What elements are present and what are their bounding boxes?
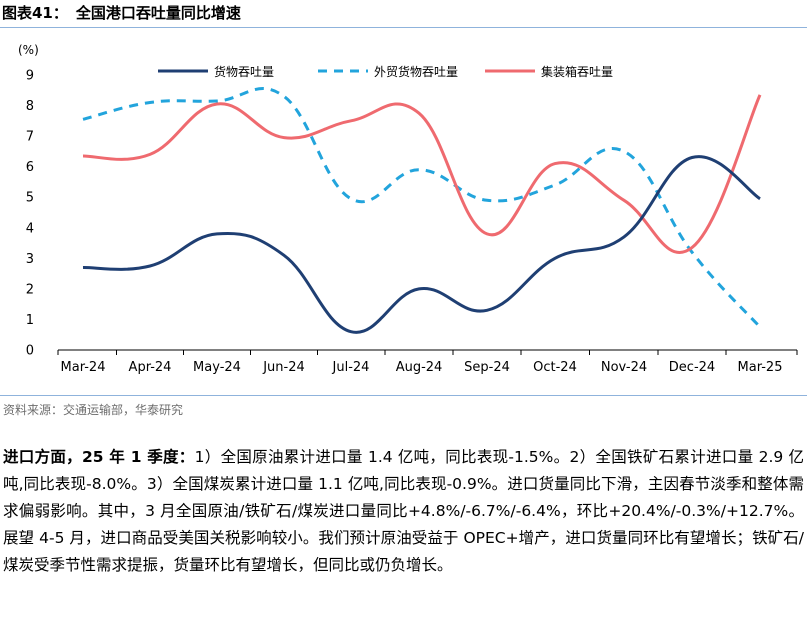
x-tick-label: Jul-24 [332,360,370,375]
figure-title: 图表41： 全国港口吞吐量同比增速 [2,2,802,28]
x-tick-label: Sep-24 [464,360,510,375]
source-note: 资料来源：交通运输部，华泰研究 [3,403,184,417]
x-tick-label: Jun-24 [262,360,305,375]
x-tick-label: Mar-24 [61,360,106,375]
x-tick-label: Nov-24 [601,360,647,375]
body-lead: 进口方面，25 年 1 季度： [3,448,195,466]
x-axis: Mar-24 Apr-24 May-24 Jun-24 Jul-24 Aug-24 Sep-… [57,350,798,375]
x-tick-label: Mar-25 [738,360,783,375]
y-tick-label: 9 [26,69,34,84]
y-tick-label: 4 [26,221,34,236]
title-divider [0,27,807,28]
x-tick-label: May-24 [193,360,241,375]
series-group [82,87,762,334]
x-tick-label: Aug-24 [396,360,443,375]
body-text: 1）全国原油累计进口量 1.4 亿吨，同比表现-1.5%。2）全国铁矿石累计进口… [3,448,804,574]
y-tick-label: 8 [26,99,34,114]
y-tick-label: 7 [26,130,34,145]
y-tick-label: 0 [26,344,34,359]
y-tick-label: 5 [26,191,34,206]
legend-label: 外贸货物吞吐量 [374,64,458,79]
y-tick-label: 2 [26,282,34,297]
y-tick-label: 6 [26,160,34,175]
x-tick-label: Oct-24 [533,360,577,375]
body-paragraph: 进口方面，25 年 1 季度：1）全国原油累计进口量 1.4 亿吨，同比表现-1… [3,444,804,579]
source-divider [0,395,807,396]
series-line-2 [82,87,762,329]
x-tick-label: Apr-24 [129,360,172,375]
legend-label: 货物吞吐量 [214,64,274,79]
figure-label: 图表41： [2,4,68,22]
line-chart: (%) 0 1 2 3 4 5 6 7 8 9 Mar-24 Apr-24 May-24 Jun-24 J… [18,43,798,375]
y-axis-unit: (%) [18,43,39,57]
legend: 货物吞吐量 外贸货物吞吐量 集装箱吞吐量 [158,64,613,79]
x-tick-label: Dec-24 [669,360,715,375]
series-line-1 [82,155,761,334]
series-line-3 [82,94,762,255]
y-tick-label: 1 [26,313,34,328]
y-axis: 0 1 2 3 4 5 6 7 8 9 [26,69,34,359]
legend-label: 集装箱吞吐量 [541,64,613,79]
y-tick-label: 3 [26,252,34,267]
figure-title-text: 全国港口吞吐量同比增速 [75,4,241,22]
